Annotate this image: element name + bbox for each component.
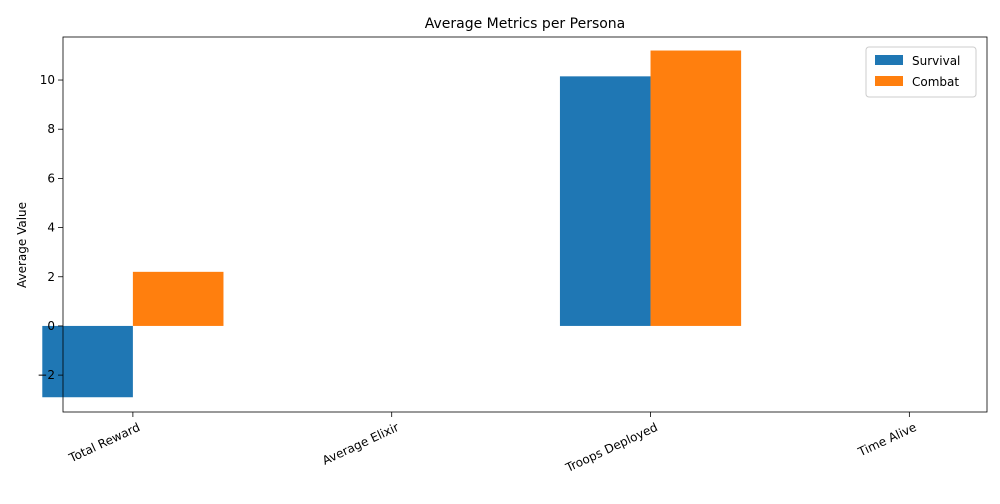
x-tick-label: Troops Deployed bbox=[563, 420, 660, 475]
bars-layer bbox=[42, 50, 742, 398]
y-tick-label: 8 bbox=[47, 122, 55, 136]
bar-combat-troops-deployed bbox=[650, 50, 742, 326]
y-tick-label: −2 bbox=[37, 368, 55, 382]
legend-label-survival: Survival bbox=[912, 54, 960, 68]
plot-frame bbox=[62, 36, 988, 413]
bar-combat-total-reward bbox=[132, 271, 224, 326]
chart-title: Average Metrics per Persona bbox=[425, 16, 626, 32]
legend: Survival Combat bbox=[865, 46, 977, 98]
bar-survival-total-reward bbox=[42, 325, 133, 398]
y-tick-label: 6 bbox=[47, 171, 55, 185]
legend-swatch-combat bbox=[875, 76, 903, 86]
legend-label-combat: Combat bbox=[912, 75, 959, 89]
x-tick-label: Time Alive bbox=[855, 420, 919, 460]
axes-layer: −2 0 2 4 6 8 10 Total Reward Average Elixir Troop… bbox=[37, 36, 988, 475]
x-tick-label: Average Elixir bbox=[320, 420, 401, 468]
legend-swatch-survival bbox=[875, 55, 903, 65]
y-tick-label: 4 bbox=[47, 221, 55, 235]
bar-survival-troops-deployed bbox=[559, 76, 651, 326]
y-tick-label: 10 bbox=[40, 73, 55, 87]
y-tick-label: 0 bbox=[47, 319, 55, 333]
y-axis-title: Average Value bbox=[15, 202, 29, 288]
y-tick-label: 2 bbox=[47, 270, 55, 284]
x-tick-label: Total Reward bbox=[66, 420, 142, 465]
